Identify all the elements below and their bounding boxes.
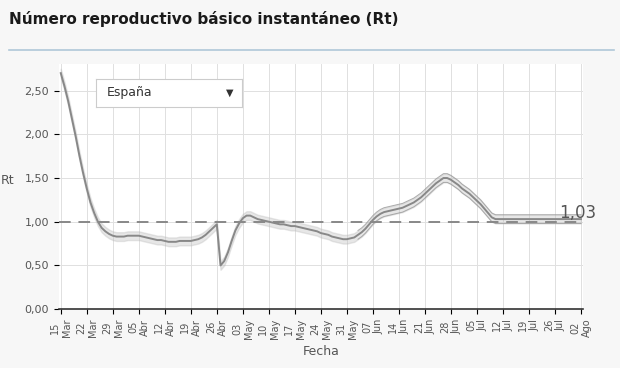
Y-axis label: Rt: Rt xyxy=(1,174,15,187)
Text: España: España xyxy=(106,86,152,99)
Text: 1,03: 1,03 xyxy=(559,204,596,222)
Text: ▼: ▼ xyxy=(226,88,234,98)
Text: Número reproductivo básico instantáneo (Rt): Número reproductivo básico instantáneo (… xyxy=(9,11,399,27)
X-axis label: Fecha: Fecha xyxy=(303,345,339,358)
